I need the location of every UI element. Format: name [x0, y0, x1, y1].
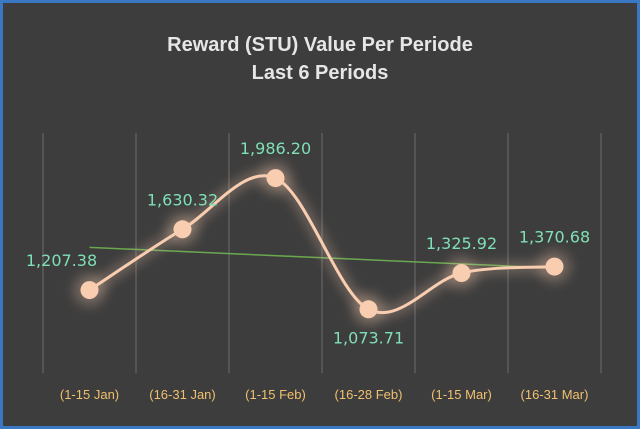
x-tick-label: (16-31 Mar)	[521, 387, 589, 402]
chart-title: Reward (STU) Value Per Periode	[167, 34, 473, 56]
data-point	[80, 281, 99, 300]
trendline	[89, 246, 555, 269]
data-label: 1,630.32	[147, 190, 218, 209]
x-tick-label: (1-15 Mar)	[431, 387, 492, 402]
trendline-layer	[89, 246, 555, 269]
data-point	[359, 300, 378, 319]
data-label: 1,207.38	[26, 251, 97, 270]
data-label: 1,073.71	[333, 328, 404, 347]
x-axis-tick-labels: (1-15 Jan) (16-31 Jan) (1-15 Feb) (16-28 Fe…	[60, 387, 589, 402]
line-chart: Reward (STU) Value Per Periode Last 6 Pe…	[26, 34, 602, 402]
x-tick-label: (16-28 Feb)	[335, 387, 403, 402]
data-label: 1,325.92	[426, 234, 497, 253]
data-labels: 1,207.38 1,630.32 1,986.20 1,073.71 1,325.92…	[26, 139, 590, 347]
data-point	[266, 169, 285, 188]
x-tick-label: (1-15 Jan)	[60, 387, 119, 402]
chart-subtitle: Last 6 Periods	[252, 62, 389, 84]
data-point	[545, 257, 564, 276]
gridlines	[42, 133, 602, 373]
data-label: 1,370.68	[519, 228, 590, 247]
data-point	[452, 264, 471, 283]
data-label: 1,986.20	[240, 139, 311, 158]
x-tick-label: (1-15 Feb)	[245, 387, 306, 402]
data-point	[173, 220, 192, 239]
data-points	[73, 162, 571, 326]
x-tick-label: (16-31 Jan)	[149, 387, 215, 402]
